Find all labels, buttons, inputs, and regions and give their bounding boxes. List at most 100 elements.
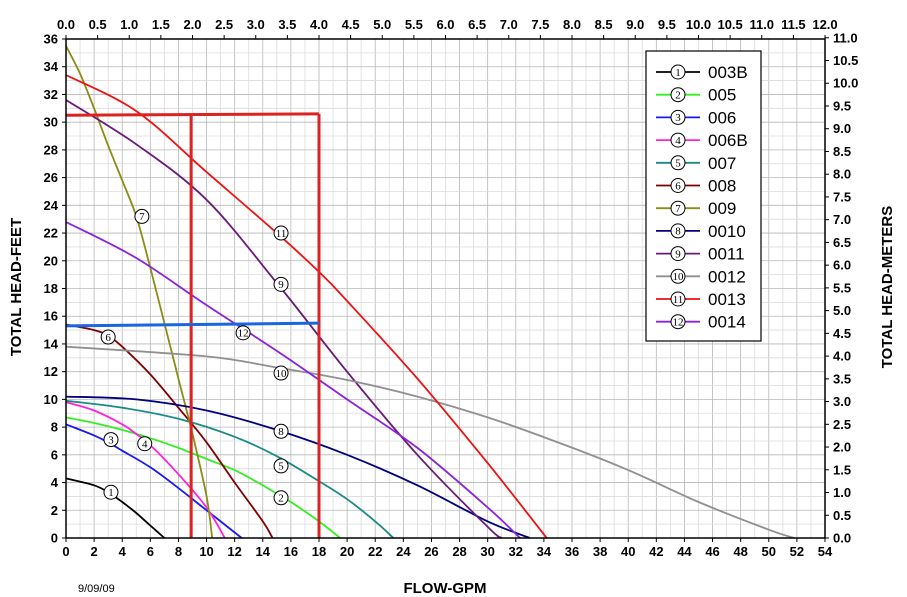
y-tick-label: 24 [44, 198, 59, 213]
y-tick-label: 36 [44, 32, 58, 47]
x2-tick-label: 7.0 [500, 17, 518, 32]
y2-tick-label: 8.5 [833, 144, 851, 159]
series-line-006 [65, 423, 243, 539]
legend-label: 0014 [708, 313, 746, 332]
legend-item: 4 006B [656, 131, 748, 150]
marker-circle [670, 291, 686, 307]
x2-tick-label: 11.0 [749, 17, 774, 32]
curve-marker-8: 8 [273, 423, 289, 439]
y2-tick-label: 10.5 [833, 53, 858, 68]
x2-tick-label: 4.0 [310, 17, 328, 32]
y2-tick-label: 0.5 [833, 508, 851, 523]
legend-label: 006B [708, 131, 748, 150]
marker-label: 2 [278, 493, 284, 505]
marker-label: 7 [139, 211, 145, 223]
series-line-0014 [65, 221, 521, 539]
y-tick-label: 10 [44, 392, 58, 407]
y2-tick-label: 3.0 [833, 394, 851, 409]
marker-circle [273, 225, 289, 241]
marker-label: 4 [675, 135, 681, 147]
curve-marker-6: 6 [100, 329, 116, 345]
y-tick-label: 28 [44, 142, 58, 157]
y-tick-label: 6 [51, 447, 58, 462]
marker-circle [137, 436, 153, 452]
legend-marker: 2 [670, 87, 686, 103]
x-tick-label: 16 [284, 544, 298, 559]
y-tick-label: 22 [44, 226, 58, 241]
curve-marker-1: 1 [103, 484, 119, 500]
y2-tick-label: 4.5 [833, 326, 851, 341]
legend-item: 8 0010 [656, 222, 746, 241]
marker-label: 5 [278, 461, 284, 473]
marker-label: 10 [276, 368, 288, 380]
x-tick-label: 40 [621, 544, 635, 559]
legend-item: 11 0013 [656, 290, 746, 309]
y2-tick-label: 6.0 [833, 258, 851, 273]
legend-marker: 8 [670, 223, 686, 239]
series-line-007 [65, 399, 395, 539]
x-tick-label: 14 [256, 544, 271, 559]
y2-tick-label: 2.0 [833, 440, 851, 455]
marker-label: 9 [675, 248, 681, 260]
y-tick-label: 4 [51, 475, 59, 490]
curve-marker-12: 12 [235, 325, 251, 341]
y2-tick-label: 10.0 [833, 76, 858, 91]
x-tick-label: 28 [452, 544, 466, 559]
y2-tick-label: 1.0 [833, 485, 851, 500]
y-tick-label: 26 [44, 170, 58, 185]
x2-tick-label: 3.5 [278, 17, 296, 32]
y-tick-label: 30 [44, 115, 58, 130]
x-tick-label: 10 [199, 544, 213, 559]
date-label: 9/09/09 [78, 583, 115, 595]
x-tick-label: 8 [175, 544, 182, 559]
x-tick-label: 46 [705, 544, 719, 559]
legend-marker: 4 [670, 132, 686, 148]
y2-tick-label: 11.0 [833, 30, 858, 45]
x2-tick-label: 8.5 [595, 17, 613, 32]
legend-label: 005 [708, 86, 736, 105]
marker-label: 11 [673, 294, 684, 306]
marker-circle [670, 268, 686, 284]
series-line-009 [65, 45, 214, 539]
marker-circle [670, 223, 686, 239]
marker-circle [273, 458, 289, 474]
x2-tick-label: 9.0 [626, 17, 644, 32]
y-tick-label: 12 [44, 364, 58, 379]
y2-tick-label: 3.5 [833, 371, 851, 386]
y2-tick-label: 6.5 [833, 235, 851, 250]
marker-label: 3 [675, 112, 681, 124]
y2-tick-label: 7.0 [833, 212, 851, 227]
marker-circle [670, 109, 686, 125]
legend-marker: 1 [670, 64, 686, 80]
x2-tick-label: 6.0 [436, 17, 454, 32]
marker-circle [670, 132, 686, 148]
legend-label: 0012 [708, 267, 746, 286]
annotation-lines [65, 112, 321, 538]
legend-marker: 12 [670, 314, 686, 330]
marker-circle [670, 246, 686, 262]
x-tick-label: 6 [147, 544, 154, 559]
x2-tick-label: 12.0 [812, 17, 837, 32]
legend-item: 2 005 [656, 86, 736, 105]
legend-item: 5 007 [656, 154, 736, 173]
y-tick-label: 0 [51, 531, 58, 546]
x-tick-label: 0 [62, 544, 69, 559]
x2-tick-label: 6.5 [468, 17, 486, 32]
legend-marker: 7 [670, 200, 686, 216]
y2-tick-label: 5.5 [833, 280, 851, 295]
x2-tick-label: 7.5 [531, 17, 549, 32]
curve-marker-9: 9 [273, 276, 289, 292]
x-tick-label: 48 [733, 544, 747, 559]
legend-item: 1 003B [656, 63, 748, 82]
y2-tick-label: 9.5 [833, 98, 851, 113]
x-tick-label: 26 [424, 544, 438, 559]
legend-label: 0013 [708, 290, 746, 309]
x-tick-label: 52 [790, 544, 804, 559]
x-tick-label: 20 [340, 544, 354, 559]
x2-tick-label: 1.5 [152, 17, 170, 32]
y2-tick-label: 0.0 [833, 531, 851, 546]
marker-label: 3 [108, 434, 114, 446]
